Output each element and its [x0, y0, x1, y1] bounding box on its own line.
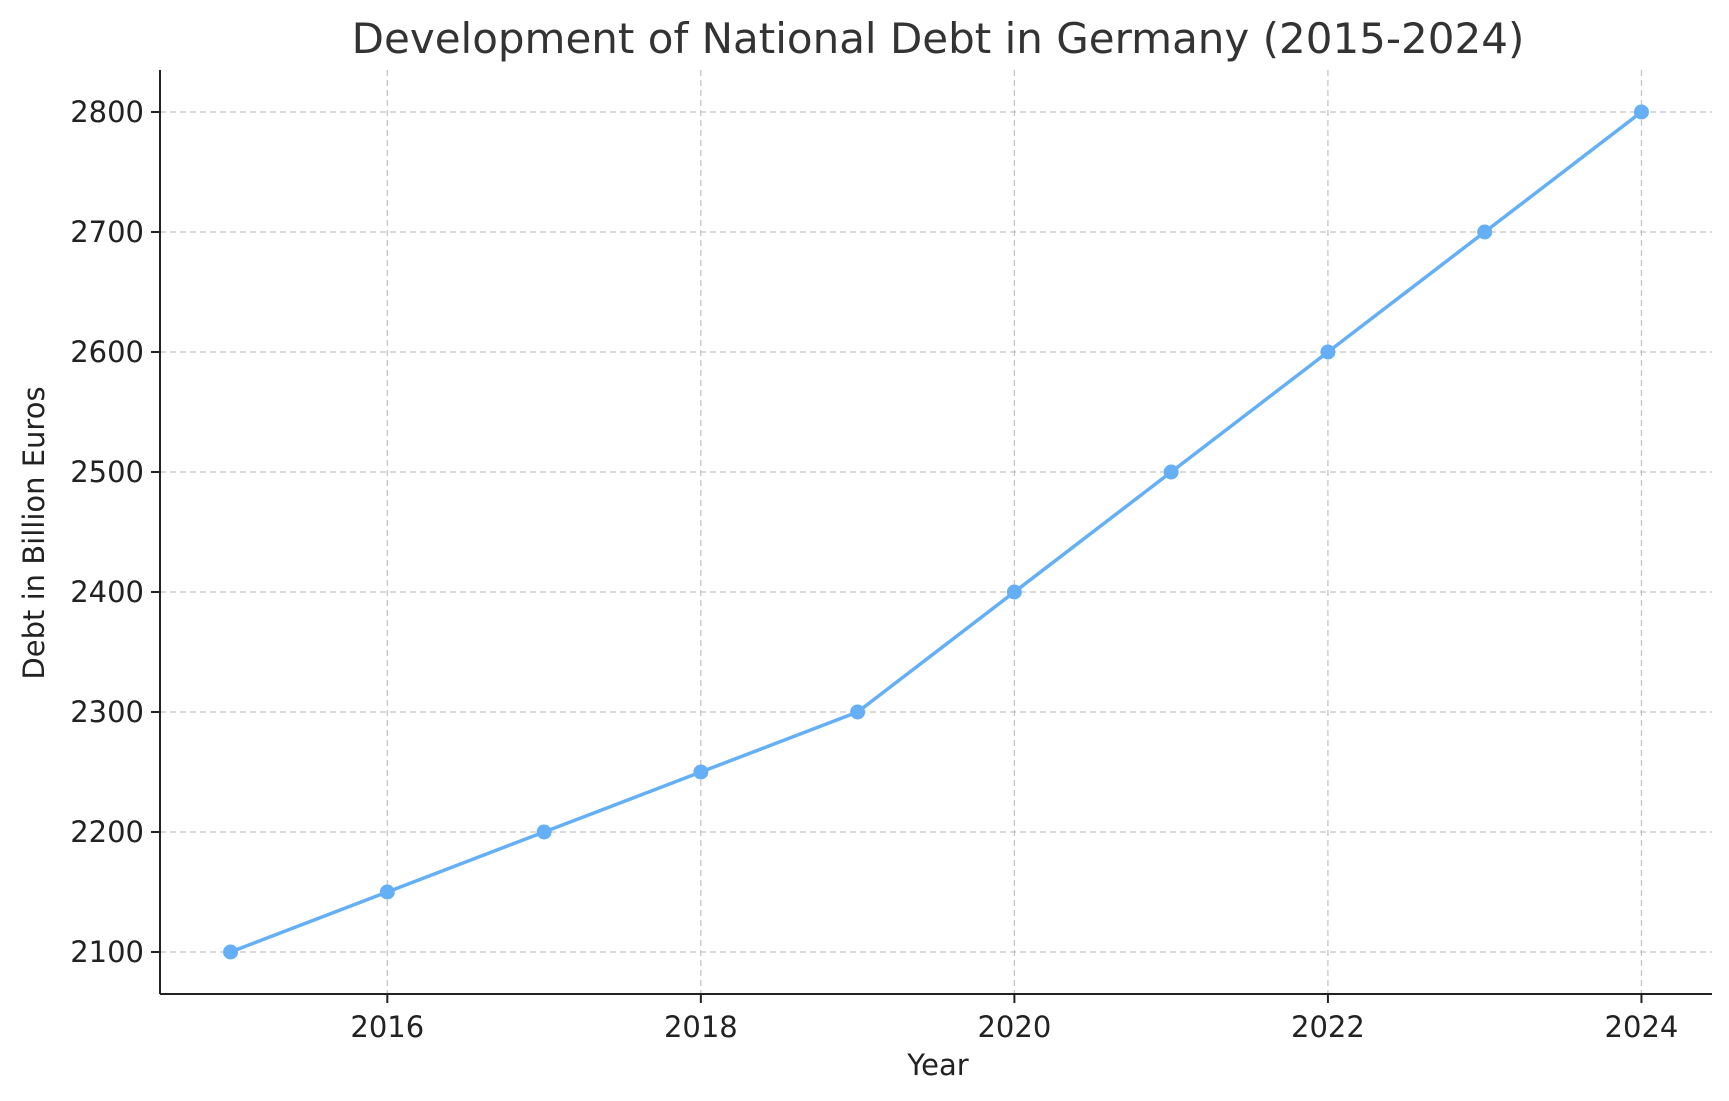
x-axis-label: Year — [906, 1048, 968, 1082]
y-tick-label: 2400 — [70, 575, 144, 609]
y-tick-label: 2300 — [70, 695, 144, 729]
chart-title: Development of National Debt in Germany … — [352, 14, 1525, 63]
y-tick-label: 2700 — [70, 215, 144, 249]
data-point — [379, 884, 395, 900]
x-tick-label: 2018 — [664, 1010, 738, 1044]
data-point — [850, 704, 866, 720]
y-tick-label: 2100 — [70, 935, 144, 969]
data-point — [1633, 104, 1649, 120]
data-point — [1163, 464, 1179, 480]
data-point — [536, 824, 552, 840]
y-tick-label: 2800 — [70, 95, 144, 129]
y-axis-label: Debt in Billion Euros — [17, 386, 51, 679]
y-tick-label: 2600 — [70, 335, 144, 369]
data-point — [223, 944, 239, 960]
series-line — [228, 110, 1644, 954]
series-layer — [223, 104, 1649, 960]
y-tick-label: 2500 — [70, 455, 144, 489]
axes: 2016 2018 2020 2022 2024 2100 2200 2300 2400 2500… — [70, 70, 1712, 1044]
data-point — [1006, 584, 1022, 600]
data-point — [1477, 224, 1493, 240]
y-tick-label: 2200 — [70, 815, 144, 849]
x-tick-label: 2022 — [1291, 1010, 1365, 1044]
x-tick-label: 2024 — [1605, 1010, 1679, 1044]
data-point — [693, 764, 709, 780]
grid — [160, 70, 1712, 994]
x-tick-label: 2020 — [977, 1010, 1051, 1044]
x-tick-label: 2016 — [350, 1010, 424, 1044]
data-point — [1320, 344, 1336, 360]
